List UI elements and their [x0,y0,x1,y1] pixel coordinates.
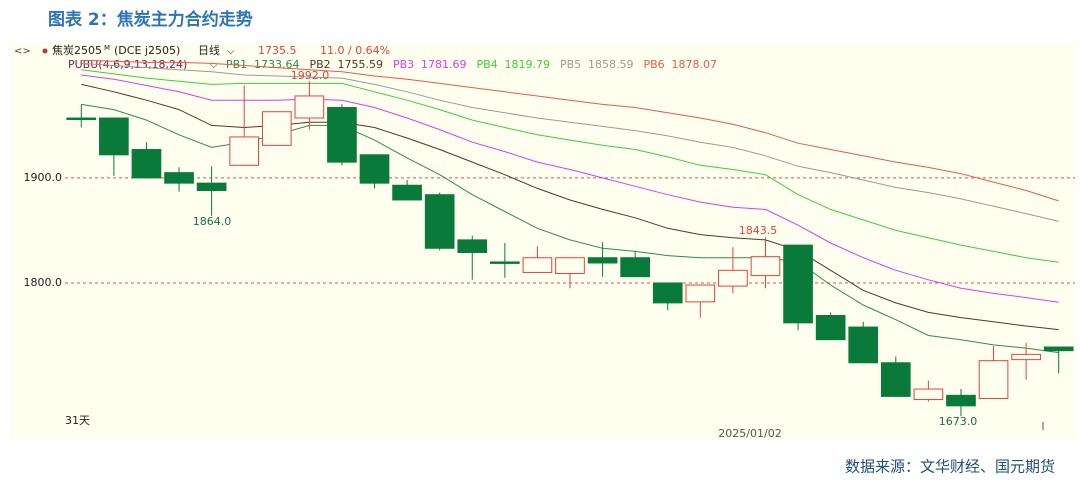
legend-name: PB4 [477,58,498,71]
candle-body [979,361,1008,399]
candle-body [132,150,161,178]
period-label: 31天 [65,414,90,427]
legend-name: PB5 [560,58,581,71]
candle-body [262,112,291,146]
legend-value: 1781.69 [421,58,467,71]
candle-body [523,258,552,273]
legend-name: PB3 [393,58,414,71]
candle-body [197,183,226,190]
candle-body [914,389,943,400]
candle-body [881,363,910,397]
period: 日线 [198,43,220,57]
price: 1735.5 [258,44,297,57]
candle-body [425,195,454,249]
candle-body [360,155,389,183]
candle-body [295,96,324,118]
candle-body [686,285,715,302]
candle-body [230,137,259,165]
candle-body [458,240,487,253]
candle-body [556,258,585,274]
candle-body [784,245,813,323]
legend-name: PB6 [644,58,665,71]
dropdown: ⌵ [227,46,235,57]
change: 11.0 / 0.64% [320,44,390,57]
annotation: 1992.0 [291,69,330,82]
y-tick-label: 1900.0 [24,171,63,184]
candle-body [67,118,96,120]
candle-body [328,108,357,163]
annotation: 1843.5 [739,224,778,237]
annotation: 1673.0 [939,415,978,428]
x-label: 2025/01/02 [718,427,781,440]
candle-body [393,185,422,200]
candle-body [816,316,845,340]
candle-body [1044,347,1073,351]
candle-body [588,258,617,263]
chart: 图表 2：焦炭主力合约走势 数据来源：文华财经、国元期货 <> 焦炭2505 M… [0,0,1080,486]
candle-body [947,395,976,406]
plot-background [10,42,1075,440]
legend-value: 1858.59 [588,58,634,71]
annotation: 1864.0 [193,215,232,228]
legend-value: 1755.59 [338,58,384,71]
candle-body [165,173,194,184]
symbol: 焦炭2505 [52,44,102,57]
dropdown: ⌵ [210,60,218,71]
candle-body [653,283,682,303]
icon-dot [43,49,48,54]
legend-value: 1878.07 [672,58,718,71]
candle-body [719,270,748,286]
source-note: 数据来源：文华财经、国元期货 [845,458,1055,476]
exchange: (DCE j2505) [114,44,180,57]
candle-body [100,118,129,155]
symbol-suffix: M [104,44,110,52]
chart-title: 图表 2：焦炭主力合约走势 [48,9,253,30]
candle-body [621,258,650,277]
candle-body [849,327,878,363]
candle-body [1012,354,1041,359]
candle-body [751,257,780,276]
legend-value: 1819.79 [505,58,551,71]
icon: <> [14,46,31,57]
candle-body [491,262,520,264]
y-tick-label: 1800.0 [24,276,63,289]
